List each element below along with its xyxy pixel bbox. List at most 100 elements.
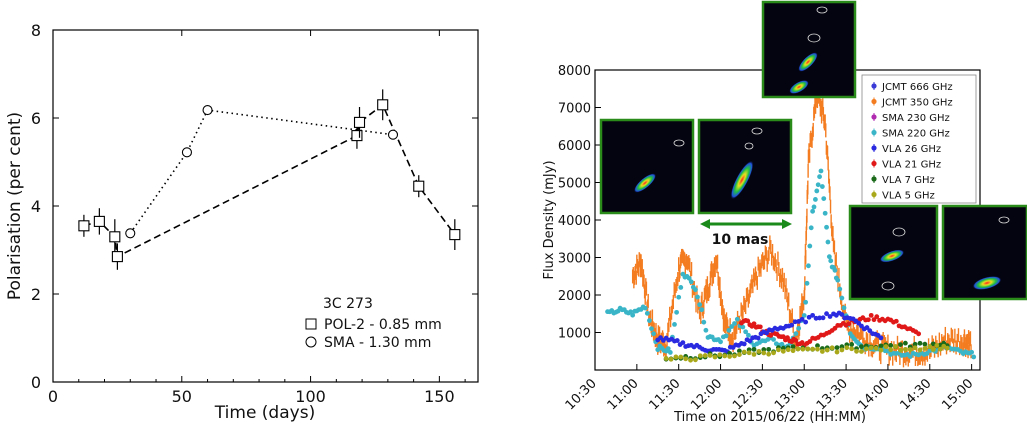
- data-point: [756, 348, 762, 354]
- left-x-tick-label: 0: [48, 387, 58, 406]
- data-point: [726, 327, 732, 333]
- left-y-tick-label: 6: [31, 109, 41, 128]
- data-point: [678, 285, 684, 290]
- data-point: [723, 333, 729, 339]
- data-point: [868, 345, 874, 351]
- data-point: [824, 347, 830, 353]
- data-point: [642, 305, 648, 311]
- pol2-data-point: [109, 231, 121, 243]
- data-point: [651, 331, 656, 337]
- data-point: [672, 321, 677, 327]
- data-point: [673, 354, 679, 360]
- data-point: [697, 353, 703, 359]
- data-point: [693, 357, 698, 363]
- data-point: [878, 347, 884, 353]
- data-point: [736, 352, 742, 357]
- vlbi-map-inset-5: [941, 204, 1027, 301]
- data-point: [808, 225, 814, 231]
- data-point: [717, 352, 723, 358]
- data-point: [790, 344, 796, 350]
- data-point: [874, 314, 880, 320]
- data-point: [678, 354, 684, 360]
- data-point: [785, 347, 791, 353]
- right-x-tick-label: 13:30: [814, 376, 851, 413]
- right-legend-entry: VLA 26 GHz: [882, 144, 941, 155]
- right-x-tick-label: 13:00: [772, 376, 809, 413]
- data-point: [839, 347, 845, 353]
- data-point: [707, 353, 713, 358]
- data-point: [873, 345, 879, 351]
- data-point: [766, 351, 772, 357]
- data-point: [702, 353, 708, 358]
- left-axis-ticks: 0 50 100 150 0 2 4 6 8: [31, 21, 478, 406]
- data-point: [751, 346, 757, 352]
- right-series-markers: [605, 81, 977, 368]
- vlbi-map-inset-2: [697, 118, 793, 215]
- data-point: [803, 319, 809, 325]
- data-point: [937, 346, 943, 352]
- sma-series-line: [129, 109, 394, 234]
- data-point: [822, 210, 828, 216]
- left-y-tick-label: 2: [31, 285, 41, 304]
- right-legend-entry: SMA 230 GHz: [882, 113, 950, 124]
- data-point: [668, 356, 674, 362]
- data-point: [864, 325, 870, 330]
- data-point: [792, 319, 798, 325]
- data-point: [871, 317, 877, 323]
- data-point: [854, 348, 859, 354]
- data-point: [912, 341, 918, 347]
- data-point: [827, 314, 833, 319]
- right-legend-entry: VLA 5 GHz: [882, 191, 935, 202]
- data-point: [686, 275, 692, 281]
- data-point: [817, 174, 822, 180]
- data-point: [771, 350, 776, 356]
- right-x-tick-label: 12:30: [730, 376, 767, 413]
- data-point: [801, 313, 807, 318]
- legend-square-marker: [305, 318, 317, 330]
- data-point: [804, 280, 810, 286]
- data-point: [849, 342, 855, 347]
- scale-bar-label: 10 mas: [712, 232, 769, 248]
- data-point: [736, 348, 742, 354]
- data-point: [701, 319, 707, 325]
- data-point: [902, 346, 908, 352]
- data-point: [917, 340, 923, 346]
- vlbi-map-inset-3: [761, 0, 857, 99]
- data-point: [741, 349, 747, 355]
- data-point: [859, 349, 864, 354]
- right-legend-entry: VLA 21 GHz: [882, 160, 941, 171]
- data-point: [805, 346, 811, 352]
- right-x-tick-label: 14:00: [856, 376, 893, 413]
- data-point: [819, 349, 825, 354]
- right-y-axis-label: Flux Density (mJy): [542, 160, 557, 279]
- data-point: [680, 340, 686, 346]
- data-point: [828, 258, 834, 264]
- sma-data-point: [181, 147, 192, 158]
- data-point: [727, 354, 733, 359]
- data-point: [917, 347, 923, 353]
- data-point: [849, 346, 855, 352]
- right-x-axis-label: Time on 2015/06/22 (HH:MM): [673, 410, 866, 425]
- data-point: [820, 315, 826, 321]
- data-point: [803, 299, 809, 305]
- data-point: [795, 346, 801, 352]
- left-x-axis-label: Time (days): [214, 403, 315, 423]
- data-point: [922, 345, 928, 351]
- series-vla-26-ghz: [655, 310, 884, 355]
- data-point: [776, 347, 781, 353]
- left-series-markers: [78, 89, 461, 270]
- data-point: [718, 339, 723, 345]
- data-point: [665, 346, 671, 352]
- data-point: [806, 263, 811, 269]
- data-point: [839, 295, 845, 301]
- data-point: [815, 182, 821, 188]
- series-vla-21-ghz: [739, 312, 922, 348]
- data-point: [878, 335, 884, 341]
- data-point: [766, 346, 772, 352]
- data-point: [898, 342, 903, 348]
- right-y-tick-label: 3000: [558, 252, 591, 267]
- data-point: [722, 353, 728, 359]
- data-point: [732, 353, 737, 359]
